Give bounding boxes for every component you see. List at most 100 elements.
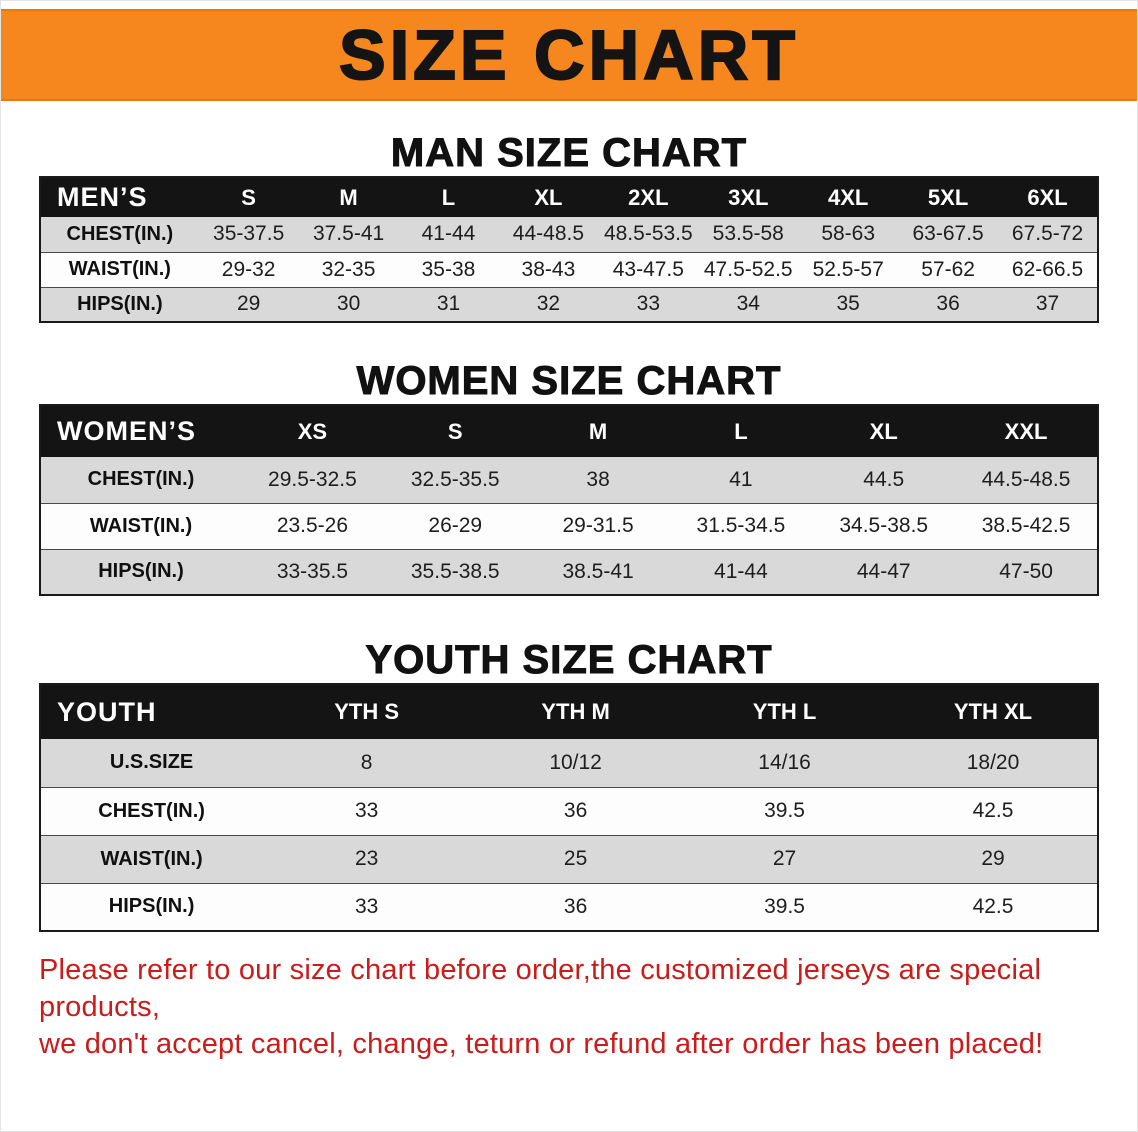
size-value: 26-29 <box>383 503 527 550</box>
size-value: 34 <box>698 287 799 323</box>
size-value: 35-37.5 <box>198 217 299 253</box>
size-value: 29-32 <box>198 252 299 288</box>
size-value: 36 <box>471 787 681 836</box>
men-size-section: MAN SIZE CHART MEN’S S M L XL 2XL 3XL 4XL 5XL 6XL… <box>1 131 1137 323</box>
size-value: 30 <box>298 287 399 323</box>
banner: SIZE CHART <box>1 9 1137 101</box>
size-column-header: L <box>398 177 499 217</box>
size-value: 41-44 <box>398 217 499 253</box>
size-column-header: L <box>669 405 813 457</box>
size-value: 32-35 <box>298 252 399 288</box>
youth-section-title: YOUTH SIZE CHART <box>365 638 773 683</box>
table-row: WAIST(IN.) 23 25 27 29 <box>40 835 1098 884</box>
size-column-header: XXL <box>955 405 1098 457</box>
table-label-header: YOUTH <box>40 684 263 739</box>
size-column-header: XL <box>812 405 956 457</box>
size-value: 38.5-41 <box>526 549 670 596</box>
row-label: U.S.SIZE <box>40 739 263 788</box>
men-section-title: MAN SIZE CHART <box>390 131 748 176</box>
size-value: 48.5-53.5 <box>598 217 699 253</box>
size-value: 42.5 <box>889 883 1098 932</box>
size-value: 44.5 <box>812 457 956 504</box>
size-value: 42.5 <box>889 787 1098 836</box>
size-column-header: S <box>383 405 527 457</box>
row-label: CHEST(IN.) <box>40 787 263 836</box>
disclaimer: Please refer to our size chart before or… <box>39 952 1099 1063</box>
size-value: 33 <box>262 883 472 932</box>
women-size-section: WOMEN SIZE CHART WOMEN’S XS S M L XL XXL CHEST(… <box>1 359 1137 596</box>
size-value: 39.5 <box>680 787 890 836</box>
size-column-header: XL <box>498 177 599 217</box>
size-value: 23.5-26 <box>241 503 384 550</box>
size-value: 33-35.5 <box>241 549 384 596</box>
size-column-header: 3XL <box>698 177 799 217</box>
table-header-row: YOUTH YTH S YTH M YTH L YTH XL <box>40 684 1098 739</box>
size-value: 38.5-42.5 <box>955 503 1098 550</box>
women-section-title: WOMEN SIZE CHART <box>356 359 782 404</box>
size-value: 36 <box>898 287 999 323</box>
size-value: 29-31.5 <box>526 503 670 550</box>
row-label: HIPS(IN.) <box>40 549 242 596</box>
table-header-row: MEN’S S M L XL 2XL 3XL 4XL 5XL 6XL <box>40 177 1098 217</box>
row-label: WAIST(IN.) <box>40 252 199 288</box>
size-value: 58-63 <box>798 217 899 253</box>
size-column-header: YTH M <box>471 684 681 739</box>
size-value: 44-48.5 <box>498 217 599 253</box>
size-value: 38-43 <box>498 252 599 288</box>
size-value: 10/12 <box>471 739 681 788</box>
size-column-header: XS <box>241 405 384 457</box>
size-value: 8 <box>262 739 472 788</box>
size-value: 32 <box>498 287 599 323</box>
size-value: 63-67.5 <box>898 217 999 253</box>
size-column-header: 4XL <box>798 177 899 217</box>
size-value: 44-47 <box>812 549 956 596</box>
size-value: 37.5-41 <box>298 217 399 253</box>
size-value: 35-38 <box>398 252 499 288</box>
table-row: HIPS(IN.) 33 36 39.5 42.5 <box>40 883 1098 932</box>
row-label: WAIST(IN.) <box>40 835 263 884</box>
table-row: HIPS(IN.) 33-35.5 35.5-38.5 38.5-41 41-44 44-… <box>40 549 1098 596</box>
size-value: 52.5-57 <box>798 252 899 288</box>
row-label: CHEST(IN.) <box>40 217 199 253</box>
size-value: 31.5-34.5 <box>669 503 813 550</box>
men-size-table: MEN’S S M L XL 2XL 3XL 4XL 5XL 6XL CHEST(IN.) 35-37… <box>39 176 1099 323</box>
size-value: 38 <box>526 457 670 504</box>
row-label: HIPS(IN.) <box>40 883 263 932</box>
table-row: CHEST(IN.) 29.5-32.5 32.5-35.5 38 41 44.5 44.5… <box>40 457 1098 504</box>
table-label-header: MEN’S <box>40 177 199 217</box>
table-row: WAIST(IN.) 23.5-26 26-29 29-31.5 31.5-34.5 34… <box>40 503 1098 550</box>
size-value: 35.5-38.5 <box>383 549 527 596</box>
women-size-table: WOMEN’S XS S M L XL XXL CHEST(IN.) 29.5-32.5 32.5… <box>39 404 1099 596</box>
size-column-header: S <box>198 177 299 217</box>
row-label: HIPS(IN.) <box>40 287 199 323</box>
size-value: 44.5-48.5 <box>955 457 1098 504</box>
size-value: 47-50 <box>955 549 1098 596</box>
row-label: CHEST(IN.) <box>40 457 242 504</box>
size-value: 33 <box>262 787 472 836</box>
size-column-header: 5XL <box>898 177 999 217</box>
table-row: HIPS(IN.) 29 30 31 32 33 34 35 36 37 <box>40 287 1098 323</box>
size-value: 53.5-58 <box>698 217 799 253</box>
size-value: 62-66.5 <box>998 252 1098 288</box>
size-value: 67.5-72 <box>998 217 1098 253</box>
size-value: 41 <box>669 457 813 504</box>
size-column-header: YTH XL <box>889 684 1098 739</box>
size-value: 43-47.5 <box>598 252 699 288</box>
size-value: 35 <box>798 287 899 323</box>
size-value: 39.5 <box>680 883 890 932</box>
size-value: 57-62 <box>898 252 999 288</box>
table-header-row: WOMEN’S XS S M L XL XXL <box>40 405 1098 457</box>
table-row: U.S.SIZE 8 10/12 14/16 18/20 <box>40 739 1098 788</box>
size-value: 31 <box>398 287 499 323</box>
size-column-header: 6XL <box>998 177 1098 217</box>
size-value: 47.5-52.5 <box>698 252 799 288</box>
disclaimer-line-2: we don't accept cancel, change, teturn o… <box>39 1028 1044 1061</box>
size-value: 33 <box>598 287 699 323</box>
size-value: 34.5-38.5 <box>812 503 956 550</box>
table-row: CHEST(IN.) 35-37.5 37.5-41 41-44 44-48.5 48.5… <box>40 217 1098 253</box>
size-value: 29 <box>198 287 299 323</box>
size-value: 41-44 <box>669 549 813 596</box>
size-value: 27 <box>680 835 890 884</box>
size-value: 18/20 <box>889 739 1098 788</box>
